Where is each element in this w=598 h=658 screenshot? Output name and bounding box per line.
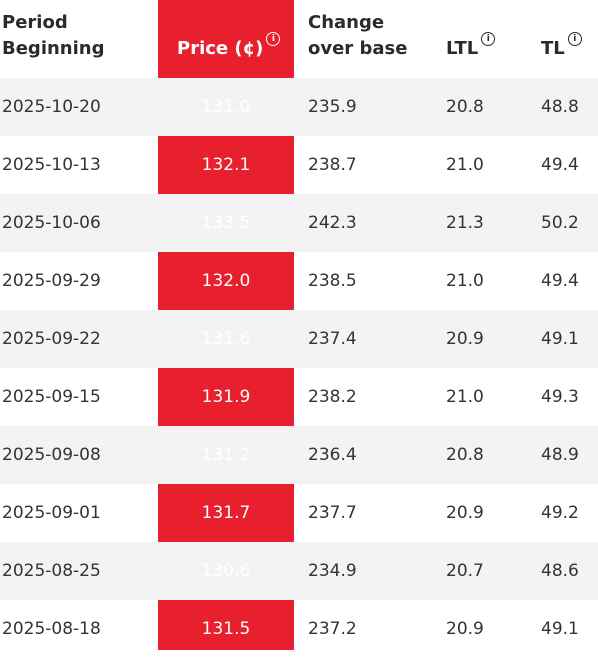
cell-change: 238.7 (308, 155, 357, 175)
header-ltl-label: LTL (446, 38, 479, 59)
cell-ltl: 20.8 (446, 445, 484, 465)
header-period: Period Beginning (2, 10, 104, 62)
cell-tl: 48.8 (541, 97, 579, 117)
cell-price: 131.2 (201, 445, 251, 465)
header-tl: TL i (541, 32, 582, 62)
cell-change: 237.4 (308, 329, 357, 349)
cell-tl: 48.6 (541, 561, 579, 581)
header-tl-label: TL (541, 38, 565, 59)
cell-price: 130.6 (201, 561, 251, 581)
cell-ltl: 20.7 (446, 561, 484, 581)
cell-period: 2025-09-01 (2, 503, 101, 523)
info-icon[interactable]: i (567, 32, 582, 46)
table-row: 2025-08-25 130.6 234.9 20.7 48.6 (0, 542, 598, 600)
cell-tl: 49.1 (541, 329, 579, 349)
table-header: Period Beginning Price (¢) i Change over … (0, 0, 598, 78)
cell-period: 2025-10-06 (2, 213, 101, 233)
cell-period: 2025-10-20 (2, 97, 101, 117)
header-period-line2: Beginning (2, 38, 105, 59)
cell-ltl: 20.8 (446, 97, 484, 117)
table-row: 2025-09-08 131.2 236.4 20.8 48.9 (0, 426, 598, 484)
cell-tl: 49.3 (541, 387, 579, 407)
cell-change: 237.2 (308, 619, 357, 639)
cell-price: 133.5 (201, 213, 251, 233)
header-ltl: LTL i (446, 32, 496, 62)
header-period-line1: Period (2, 12, 68, 33)
cell-change: 236.4 (308, 445, 357, 465)
table-row: 2025-10-06 133.5 242.3 21.3 50.2 (0, 194, 598, 252)
cell-price: 131.6 (201, 329, 251, 349)
cell-tl: 49.4 (541, 155, 579, 175)
table-row: 2025-09-15 131.9 238.2 21.0 49.3 (0, 368, 598, 426)
cell-period: 2025-09-29 (2, 271, 101, 291)
cell-price: 131.9 (201, 387, 251, 407)
cell-ltl: 21.0 (446, 387, 484, 407)
cell-price: 132.0 (201, 271, 251, 291)
header-change: Change over base (308, 10, 407, 62)
cell-price: 131.7 (201, 503, 251, 523)
cell-period: 2025-09-08 (2, 445, 101, 465)
cell-tl: 49.1 (541, 619, 579, 639)
cell-period: 2025-08-25 (2, 561, 101, 581)
table-row: 2025-08-18 131.5 237.2 20.9 49.1 (0, 600, 598, 658)
cell-change: 242.3 (308, 213, 357, 233)
header-price: Price (¢) i (177, 32, 281, 62)
table-row: 2025-09-22 131.6 237.4 20.9 49.1 (0, 310, 598, 368)
cell-change: 238.5 (308, 271, 357, 291)
cell-period: 2025-08-18 (2, 619, 101, 639)
cell-price: 131.5 (201, 619, 251, 639)
header-change-line1: Change (308, 12, 385, 33)
header-change-line2: over base (308, 38, 408, 59)
info-icon[interactable]: i (481, 32, 496, 46)
cell-change: 235.9 (308, 97, 357, 117)
cell-ltl: 21.0 (446, 155, 484, 175)
cell-change: 234.9 (308, 561, 357, 581)
header-price-label: Price (¢) (177, 38, 264, 59)
info-icon[interactable]: i (266, 32, 281, 46)
cell-period: 2025-09-15 (2, 387, 101, 407)
cell-change: 237.7 (308, 503, 357, 523)
cell-tl: 49.2 (541, 503, 579, 523)
cell-ltl: 21.3 (446, 213, 484, 233)
cell-ltl: 21.0 (446, 271, 484, 291)
table-row: 2025-09-29 132.0 238.5 21.0 49.4 (0, 252, 598, 310)
cell-tl: 49.4 (541, 271, 579, 291)
table-row: 2025-10-13 132.1 238.7 21.0 49.4 (0, 136, 598, 194)
cell-tl: 48.9 (541, 445, 579, 465)
cell-ltl: 20.9 (446, 503, 484, 523)
cell-period: 2025-09-22 (2, 329, 101, 349)
cell-price: 132.1 (201, 155, 251, 175)
table-row: 2025-09-01 131.7 237.7 20.9 49.2 (0, 484, 598, 542)
cell-period: 2025-10-13 (2, 155, 101, 175)
cell-tl: 50.2 (541, 213, 579, 233)
cell-change: 238.2 (308, 387, 357, 407)
table-row: 2025-10-20 131.0 235.9 20.8 48.8 (0, 78, 598, 136)
cell-ltl: 20.9 (446, 329, 484, 349)
cell-price: 131.0 (201, 97, 251, 117)
cell-ltl: 20.9 (446, 619, 484, 639)
